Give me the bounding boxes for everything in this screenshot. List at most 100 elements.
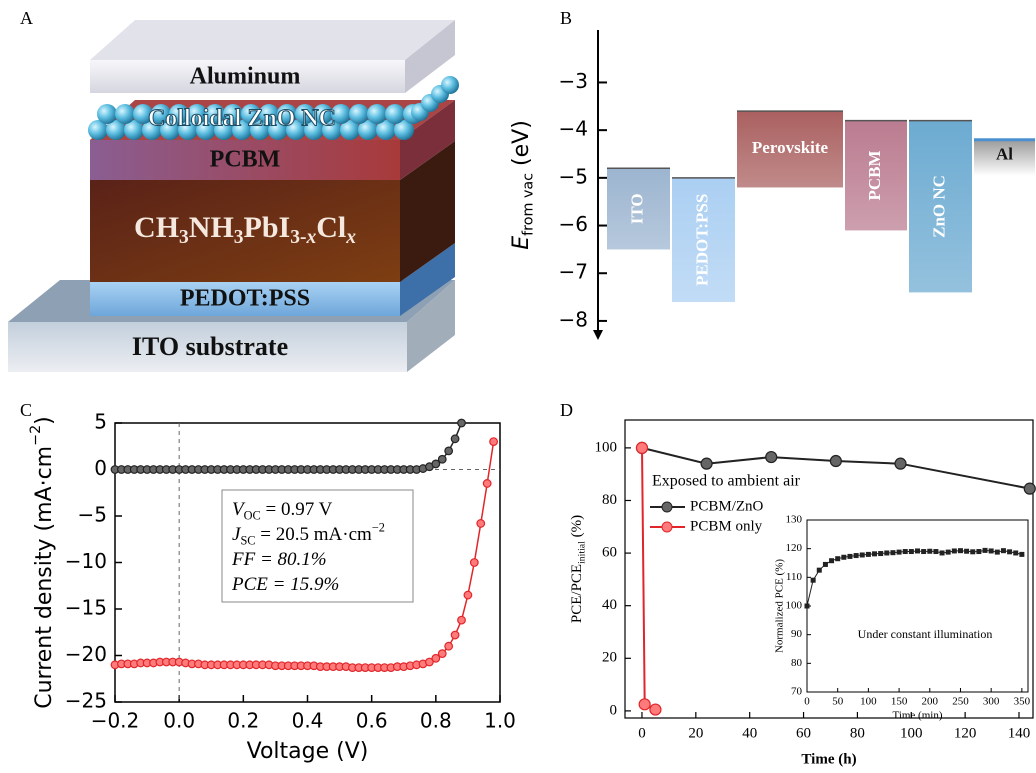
data-point	[766, 452, 777, 463]
legend-label: PCBM only	[690, 518, 763, 534]
text-part: (eV)	[509, 120, 534, 173]
nanocrystal	[385, 104, 405, 124]
data-point	[897, 550, 902, 555]
data-point	[490, 438, 498, 446]
text-part: x	[345, 227, 356, 248]
annotation: Exposed to ambient air	[652, 473, 801, 490]
axis-arrow	[593, 330, 603, 340]
text-part: E	[509, 236, 534, 250]
text-part: PbI	[244, 211, 291, 244]
data-point	[884, 550, 889, 555]
text-part: SC	[240, 534, 255, 548]
y-tick-label: −5	[78, 503, 107, 527]
nanocrystal	[115, 104, 135, 124]
data-point	[811, 578, 816, 583]
layer-label: CH3NH3PbI3-xClx	[134, 211, 356, 249]
data-point	[817, 568, 822, 573]
bar-label: PEDOT:PSS	[692, 194, 711, 286]
data-point	[872, 551, 877, 556]
nanocrystal	[441, 76, 459, 94]
data-point	[477, 520, 485, 528]
x-tick-label: 0.8	[420, 709, 452, 733]
text-part: (%)	[569, 515, 585, 541]
y-axis-label: Current density (mA·cm−2)	[28, 416, 57, 709]
x-tick-label: 100	[900, 725, 923, 741]
x-tick-label: 140	[1008, 725, 1031, 741]
data-point	[958, 548, 963, 553]
figure: Aluminum Colloidal ZnO NC PCBM PEDOT:PSS…	[0, 0, 1036, 773]
data-point	[639, 699, 650, 710]
y-tick-label: 40	[602, 597, 617, 613]
text-part: x	[305, 227, 316, 248]
text-part: −2	[372, 520, 385, 534]
y-tick-label: 80	[602, 492, 617, 508]
y-tick-label: 80	[791, 657, 803, 669]
data-point	[829, 558, 834, 563]
text-part: initial	[577, 541, 588, 564]
text-part: NH	[189, 211, 234, 244]
data-point	[895, 458, 906, 469]
y-axis-label: Normalized PCE (%)	[774, 559, 786, 653]
text-part: PCE = 15.9%	[231, 574, 339, 595]
panel-label: D	[560, 400, 573, 420]
data-point	[830, 456, 841, 467]
data-point	[650, 704, 661, 715]
data-point	[445, 642, 453, 650]
x-tick-label: 60	[796, 725, 811, 741]
data-point	[946, 550, 951, 555]
bar-label: ITO	[627, 193, 646, 224]
x-axis-label: Voltage (V)	[247, 739, 369, 764]
x-axis-label: Time (min)	[892, 710, 942, 722]
y-tick-label: 90	[791, 628, 803, 640]
y-tick-label: 120	[786, 542, 803, 554]
x-tick-label: 300	[983, 696, 1000, 708]
text-part: OC	[244, 509, 261, 523]
x-tick-label: 0.2	[227, 709, 259, 733]
data-point	[976, 549, 981, 554]
x-tick-label: 200	[922, 696, 939, 708]
text-part: Current density (mA·cm	[32, 446, 57, 709]
y-tick-label: −7	[559, 260, 588, 284]
panel-label: C	[20, 400, 32, 420]
y-tick-label: −10	[65, 549, 107, 573]
bar-label: ZnO NC	[929, 175, 948, 238]
x-tick-label: 0.0	[163, 709, 195, 733]
data-point	[983, 548, 988, 553]
y-tick-label: −25	[65, 689, 107, 713]
layer-label: PEDOT:PSS	[180, 286, 310, 312]
plot-frame	[807, 520, 1028, 692]
x-tick-label: 50	[832, 696, 844, 708]
nanocrystal	[349, 104, 369, 124]
text-part: 3-	[290, 227, 306, 248]
data-point	[636, 442, 647, 453]
y-axis-label: PCE/PCEinitial (%)	[569, 515, 587, 623]
y-tick-label: −8	[559, 307, 588, 331]
text-part: −2	[28, 425, 44, 446]
text-part: PCE/PCE	[569, 564, 585, 623]
data-point	[823, 562, 828, 567]
data-point	[903, 549, 908, 554]
text-part: 3	[234, 227, 244, 248]
data-point	[995, 550, 1000, 555]
data-point	[438, 455, 446, 463]
y-axis-label: Efrom vac (eV)	[509, 120, 537, 250]
x-tick-label: 40	[742, 725, 757, 741]
x-tick-label: 20	[688, 725, 703, 741]
text-part: Cl	[316, 211, 346, 244]
data-point	[927, 549, 932, 554]
annotation: Under constant illumination	[858, 627, 993, 641]
legend-label: PCBM/ZnO	[690, 498, 764, 514]
text-part: = 20.5 mA·cm	[256, 524, 372, 545]
text-part: 3	[179, 227, 189, 248]
y-tick-label: −15	[65, 596, 107, 620]
y-tick-label: 110	[786, 571, 803, 583]
data-point	[921, 549, 926, 554]
y-tick-label: −6	[559, 212, 588, 236]
device-stack: Aluminum Colloidal ZnO NC PCBM PEDOT:PSS…	[8, 20, 459, 372]
data-point	[854, 553, 859, 558]
data-point	[1001, 548, 1006, 553]
layer-label: Aluminum	[190, 64, 301, 90]
data-point	[847, 554, 852, 559]
x-tick-label: 250	[952, 696, 969, 708]
x-tick-label: 0	[804, 696, 810, 708]
